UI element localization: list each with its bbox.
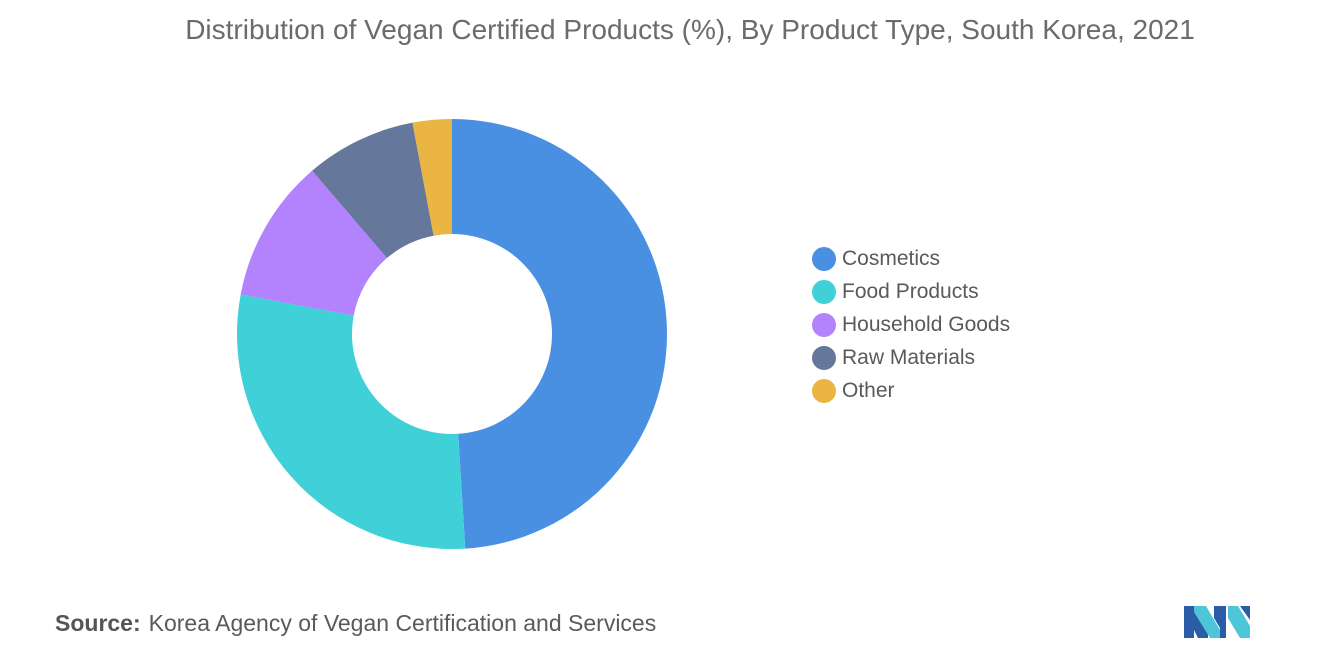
legend-label: Household Goods (842, 312, 1011, 336)
source-note: Source: Korea Agency of Vegan Certificati… (55, 610, 656, 637)
legend-swatch (812, 378, 836, 403)
legend-label: Raw Materials (842, 345, 976, 369)
legend-swatch (812, 312, 836, 337)
legend-label: Other (842, 378, 895, 402)
source-label: Source: (55, 610, 141, 636)
source-text: Korea Agency of Vegan Certification and … (148, 610, 657, 636)
slice-household-goods[interactable] (240, 170, 387, 316)
legend-item-cosmetics[interactable]: Cosmetics (812, 242, 1010, 275)
slice-food-products[interactable] (236, 294, 466, 550)
slice-cosmetics[interactable] (452, 119, 667, 549)
chart-title: Distribution of Vegan Certified Products… (185, 14, 1195, 45)
donut-slices (236, 119, 667, 550)
legend-item-household-goods[interactable]: Household Goods (812, 308, 1010, 341)
legend-item-raw-materials[interactable]: Raw Materials (812, 341, 1010, 374)
chart-legend: Cosmetics Food Products Household Goods … (812, 242, 1010, 407)
legend-item-food-products[interactable]: Food Products (812, 275, 1010, 308)
legend-swatch (812, 279, 836, 304)
legend-item-other[interactable]: Other (812, 374, 1010, 407)
legend-label: Food Products (842, 279, 979, 303)
slice-other[interactable] (412, 119, 452, 236)
legend-swatch (812, 345, 836, 370)
legend-swatch (812, 246, 836, 271)
slice-raw-materials[interactable] (312, 122, 434, 259)
legend-label: Cosmetics (842, 246, 941, 270)
mordor-intelligence-logo-icon (1184, 606, 1250, 638)
